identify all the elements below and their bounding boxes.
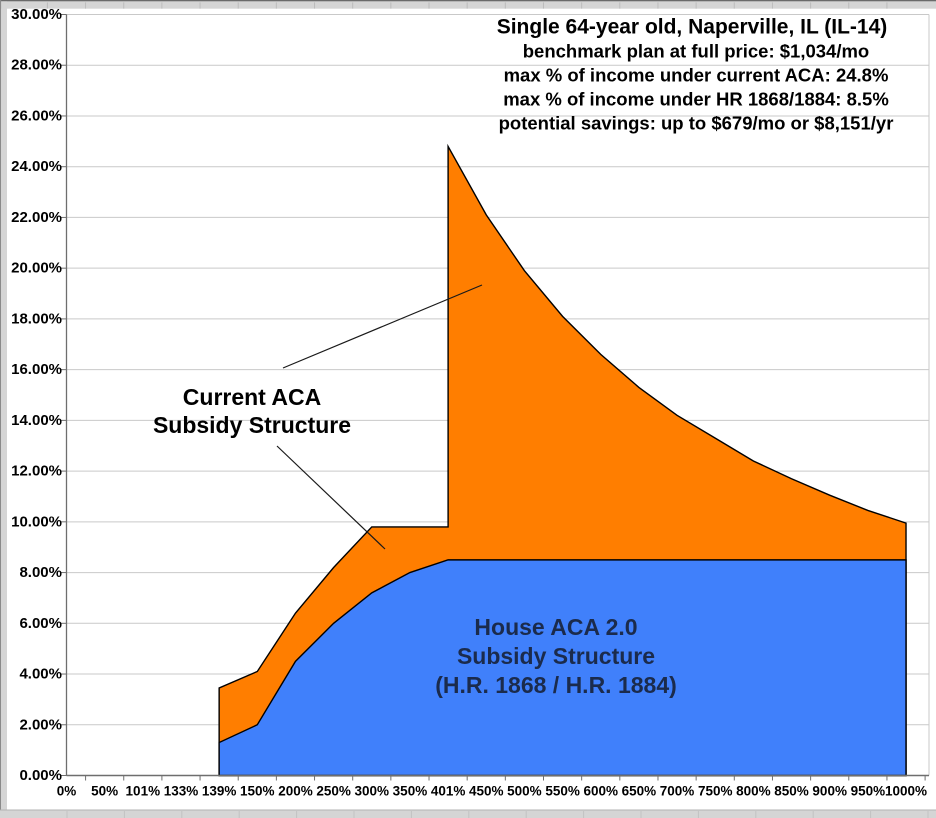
frame-left-edge xyxy=(0,0,2,818)
x-tick-label: 500% xyxy=(507,784,542,799)
title-block: Single 64-year old, Naperville, IL (IL-1… xyxy=(497,16,894,134)
y-tick-label: 24.00% xyxy=(11,158,62,175)
area-series-layer xyxy=(218,143,907,777)
x-tick-label: 50% xyxy=(91,784,118,799)
y-tick-label: 2.00% xyxy=(19,716,62,733)
x-tick-label: 650% xyxy=(622,784,657,799)
current-aca-label-line2: Subsidy Structure xyxy=(153,412,351,438)
y-tick-label: 14.00% xyxy=(11,412,62,429)
frame-bottom-strip xyxy=(0,810,936,818)
x-tick-label: 150% xyxy=(240,784,275,799)
y-tick-label: 6.00% xyxy=(19,615,62,632)
house-aca-label-line2: Subsidy Structure xyxy=(457,643,655,669)
y-tick-label: 8.00% xyxy=(19,564,62,581)
frame-top-edge xyxy=(0,0,936,2)
x-tick-label: 0% xyxy=(57,784,77,799)
x-tick-label: 450% xyxy=(469,784,504,799)
y-tick-label: 20.00% xyxy=(11,260,62,277)
tick-labels-layer: 0.00% 2.00% 4.00% 6.00% 8.00% 10.00% 12.00% 14.… xyxy=(11,6,927,799)
leader-line-to-band xyxy=(276,445,386,550)
y-tick-label: 10.00% xyxy=(11,513,62,530)
chart-title: Single 64-year old, Naperville, IL (IL-1… xyxy=(497,16,888,39)
spreadsheet-gridlines xyxy=(46,2,929,818)
x-tick-label: 200% xyxy=(278,784,313,799)
y-tick-label: 28.00% xyxy=(11,57,62,74)
x-tick-label: 700% xyxy=(660,784,695,799)
frame-top-strip xyxy=(0,1,936,9)
x-tick-label: 1000% xyxy=(885,784,927,799)
y-tick-label: 30.00% xyxy=(11,6,62,23)
current-aca-label-line1: Current ACA xyxy=(183,384,321,410)
annotation-current-aca: Current ACA Subsidy Structure xyxy=(153,284,483,550)
x-tick-label: 139% xyxy=(202,784,237,799)
y-tick-label: 0.00% xyxy=(19,767,62,784)
x-tick-label: 101% xyxy=(126,784,161,799)
y-tick-label: 26.00% xyxy=(11,107,62,124)
x-tick-label: 950% xyxy=(851,784,886,799)
x-tick-label: 800% xyxy=(736,784,771,799)
house-aca-label-line3: (H.R. 1868 / H.R. 1884) xyxy=(435,672,677,698)
y-tick-label: 16.00% xyxy=(11,361,62,378)
y-tick-label: 4.00% xyxy=(19,666,62,683)
axes-layer xyxy=(60,14,929,781)
x-tick-label: 750% xyxy=(698,784,733,799)
x-tick-label: 900% xyxy=(812,784,847,799)
y-tick-label: 12.00% xyxy=(11,463,62,480)
annotation-house-aca: House ACA 2.0 Subsidy Structure (H.R. 18… xyxy=(435,614,677,698)
x-tick-label: 401% xyxy=(431,784,466,799)
x-tick-label: 600% xyxy=(583,784,618,799)
subtitle-max-hr1868: max % of income under HR 1868/1884: 8.5% xyxy=(503,89,889,110)
frame-left-strip xyxy=(1,1,8,818)
x-tick-label: 350% xyxy=(393,784,428,799)
subtitle-benchmark-price: benchmark plan at full price: $1,034/mo xyxy=(523,41,869,62)
x-tick-label: 550% xyxy=(545,784,580,799)
x-tick-label: 250% xyxy=(316,784,351,799)
subtitle-potential-savings: potential savings: up to $679/mo or $8,1… xyxy=(499,113,894,134)
area-house-aca xyxy=(218,559,907,777)
subtitle-max-current-aca: max % of income under current ACA: 24.8% xyxy=(504,65,889,86)
y-tick-label: 22.00% xyxy=(11,209,62,226)
x-tick-label: 133% xyxy=(164,784,199,799)
house-aca-label-line1: House ACA 2.0 xyxy=(474,614,637,640)
x-tick-label: 300% xyxy=(355,784,390,799)
y-tick-label: 18.00% xyxy=(11,310,62,327)
leader-line-to-spike xyxy=(282,284,483,369)
x-tick-label: 850% xyxy=(774,784,809,799)
